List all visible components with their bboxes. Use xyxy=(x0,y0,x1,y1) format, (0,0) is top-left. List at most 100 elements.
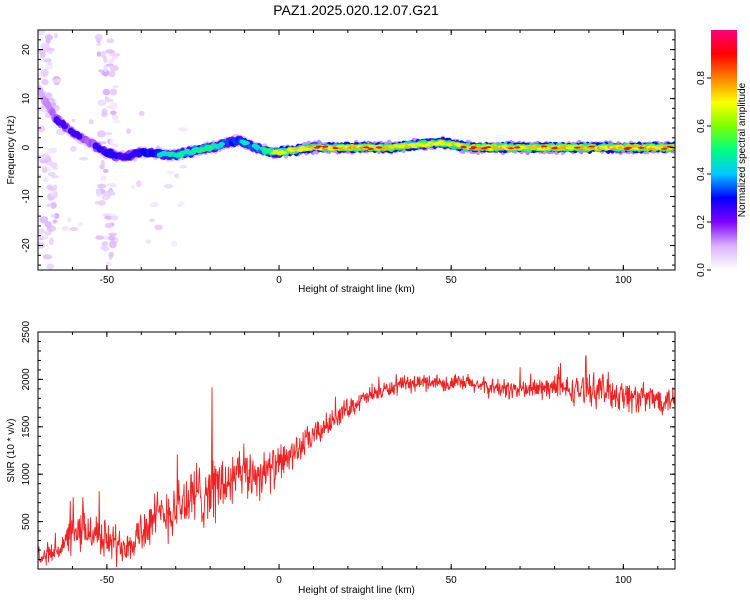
spectrogram-frame xyxy=(37,29,676,271)
noise-blob xyxy=(96,130,106,138)
noise-blob xyxy=(38,228,46,235)
colorbar-scale xyxy=(711,30,737,270)
noise-blob xyxy=(96,42,102,46)
noise-blob xyxy=(101,241,108,247)
ridge-cell xyxy=(243,140,250,145)
noise-blob xyxy=(112,84,119,89)
noise-blob xyxy=(108,190,115,196)
noise-blob xyxy=(105,49,115,54)
noise-blob xyxy=(109,64,119,72)
ridge-cell xyxy=(363,146,370,149)
noise-blob xyxy=(106,182,117,188)
noise-blob xyxy=(79,156,89,161)
noise-blob xyxy=(96,51,102,57)
noise-blob xyxy=(105,261,112,267)
spectrogram-panel: -50 0 50 100 -20 -10 0 10 20 Height of straight … xyxy=(6,29,676,295)
noise-blob xyxy=(178,201,185,206)
ridge-cell xyxy=(534,144,542,148)
noise-blob xyxy=(101,246,110,252)
ridge-cell xyxy=(272,149,279,153)
x-tick-label: 50 xyxy=(446,575,458,586)
colorbar-tick-label: 0.8 xyxy=(696,71,707,85)
x-tick-label: 100 xyxy=(615,275,632,286)
ridge-cell xyxy=(638,146,645,149)
noise-blob xyxy=(40,235,49,239)
ridge-cell xyxy=(507,147,515,150)
noise-blob xyxy=(101,192,111,201)
y-tick-label: -20 xyxy=(21,238,32,253)
noise-blob xyxy=(88,119,94,125)
noise-blob xyxy=(136,180,142,188)
noise-blob xyxy=(108,251,114,258)
noise-blob xyxy=(101,108,108,115)
noise-blob xyxy=(38,49,46,54)
snr-panel: -50 0 50 100 500 1000 1500 2000 2500 Height of s… xyxy=(6,320,676,596)
noise-blob xyxy=(96,183,107,189)
noise-blob xyxy=(110,110,117,115)
noise-blob xyxy=(95,235,104,240)
colorbar-tick-label: 0.6 xyxy=(696,119,707,133)
noise-blob xyxy=(94,33,103,41)
snr-series-line xyxy=(38,355,675,568)
noise-blob xyxy=(40,68,49,77)
ridge-cell xyxy=(315,145,323,148)
y-tick-label: 2500 xyxy=(21,320,32,343)
x-tick-label: -50 xyxy=(100,275,115,286)
noise-blob xyxy=(44,221,52,228)
ridge-cell xyxy=(375,146,383,149)
noise-blob xyxy=(163,183,174,189)
noise-blob xyxy=(174,173,180,179)
noise-blob xyxy=(47,171,56,177)
x-tick-label: 100 xyxy=(615,575,632,586)
snr-xlabel: Height of straight line (km) xyxy=(298,585,415,596)
noise-blob xyxy=(51,175,59,179)
y-tick-label: 500 xyxy=(21,513,32,530)
noise-blob xyxy=(71,118,76,123)
x-tick-label: 50 xyxy=(446,275,458,286)
noise-blob xyxy=(53,213,60,219)
noise-blob xyxy=(103,64,108,73)
noise-blob xyxy=(103,56,108,63)
ridge-cell xyxy=(540,145,548,148)
noise-blob xyxy=(41,108,46,113)
y-tick-label: 1000 xyxy=(21,463,32,486)
y-tick-label: -10 xyxy=(21,189,32,204)
snr-frame xyxy=(37,331,676,570)
x-tick-label: -50 xyxy=(100,575,115,586)
ridge-cell xyxy=(470,146,478,149)
x-tick-label: 0 xyxy=(276,275,282,286)
spectrogram-xlabel: Height of straight line (km) xyxy=(298,284,415,295)
spectrogram-ylabel: Frequency (Hz) xyxy=(6,116,17,185)
noise-blob xyxy=(61,226,70,231)
noise-blob xyxy=(130,185,135,189)
noise-blob xyxy=(51,166,59,171)
snr-ticks: -50 0 50 100 500 1000 1500 2000 2500 xyxy=(21,320,675,586)
spectrogram-heatmap xyxy=(38,30,675,270)
noise-blob xyxy=(109,102,118,110)
ridge-cell xyxy=(61,123,69,130)
noise-blob xyxy=(44,230,52,236)
noise-blob xyxy=(53,33,58,39)
noise-blob xyxy=(125,128,131,134)
noise-blob xyxy=(42,153,50,157)
noise-blob xyxy=(108,235,116,241)
noise-blob xyxy=(41,78,49,86)
y-tick-label: 0 xyxy=(21,144,32,150)
ridge-cell xyxy=(332,147,339,150)
noise-blob xyxy=(111,55,119,60)
noise-blob xyxy=(108,232,118,237)
noise-blob xyxy=(42,254,53,260)
snr-ylabel: SNR (10 * v/v) xyxy=(6,419,17,483)
noise-blob xyxy=(40,165,46,169)
noise-blob xyxy=(104,131,113,136)
y-tick-label: 20 xyxy=(21,44,32,56)
noise-blob xyxy=(42,58,52,63)
noise-blob xyxy=(103,168,109,174)
noise-blob xyxy=(40,43,50,50)
ridge-cell xyxy=(660,148,668,150)
noise-blob xyxy=(47,51,54,55)
ridge-cell xyxy=(574,146,581,149)
ridge-cell xyxy=(381,146,389,151)
